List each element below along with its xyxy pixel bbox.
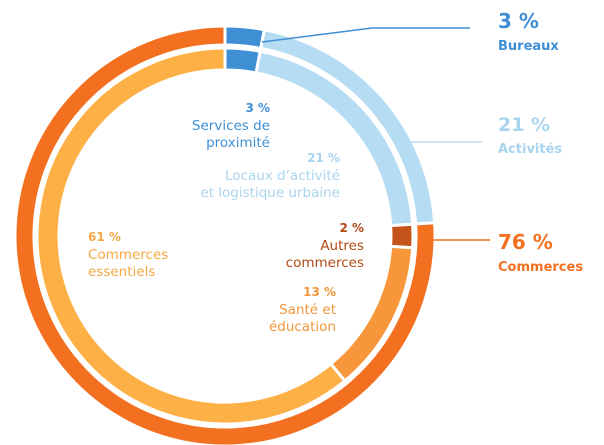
category-label: Bureaux	[498, 39, 559, 54]
category-label: Locaux d’activité et logistique urbaine	[200, 168, 340, 201]
inner-segment	[35, 46, 347, 426]
category-label: Commerces	[498, 260, 583, 275]
category-label: Services de proximité	[192, 118, 270, 151]
category-label: Santé et éducation	[269, 302, 336, 335]
category-label: Commerces essentiels	[88, 247, 168, 280]
outer-segment	[13, 24, 437, 445]
category-label: Activités	[498, 142, 562, 157]
value-label: 13 %	[303, 285, 336, 299]
leader-line	[371, 109, 482, 143]
value-label: 2 %	[339, 221, 364, 235]
rings	[13, 24, 437, 445]
value-label: 76 %	[498, 230, 553, 254]
labels: 3 % Bureaux 21 % Activités 76 % Commerces 3 % S…	[88, 9, 583, 336]
category-label: Autres commerces	[286, 238, 364, 271]
value-label: 21 %	[307, 151, 340, 165]
value-label: 21 %	[498, 114, 550, 136]
value-label: 3 %	[498, 9, 539, 33]
inner-segment	[389, 222, 415, 250]
outer-segment	[223, 24, 267, 51]
value-label: 3 %	[245, 101, 270, 115]
leader-line	[261, 27, 470, 43]
inner-segment	[223, 46, 262, 75]
value-label: 61 %	[88, 230, 121, 244]
